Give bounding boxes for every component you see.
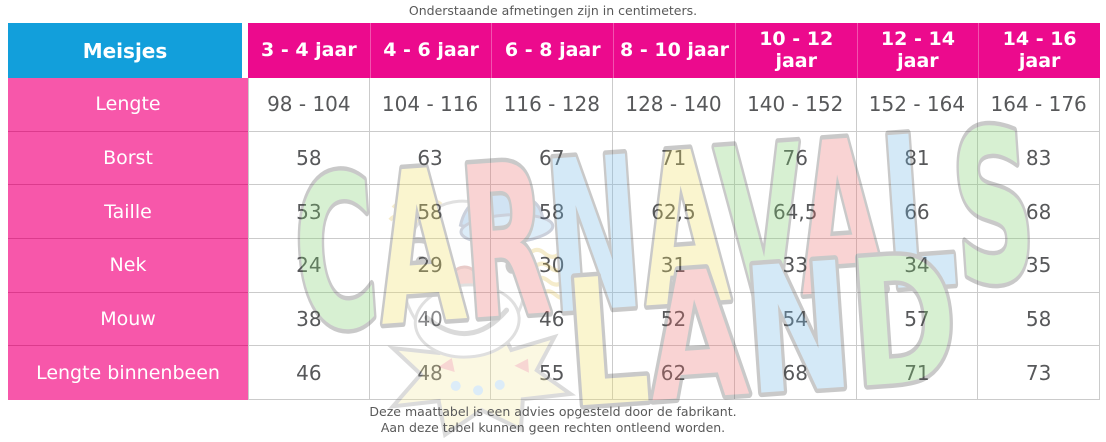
size-value-cell: 83 xyxy=(978,131,1100,186)
table-row: Nek 24 29 30 31 33 34 35 xyxy=(8,239,1100,293)
size-value-cell: 116 - 128 xyxy=(491,78,614,132)
disclaimer-line1: Deze maattabel is een advies opgesteld d… xyxy=(369,404,737,419)
age-column-header: 14 - 16 jaar xyxy=(978,23,1100,78)
row-label: Taille xyxy=(8,185,248,240)
disclaimer: Deze maattabel is een advies opgesteld d… xyxy=(0,404,1106,435)
age-column-header: 6 - 8 jaar xyxy=(491,23,614,78)
age-column-header: 12 - 14 jaar xyxy=(856,23,979,78)
disclaimer-line2: Aan deze tabel kunnen geen rechten ontle… xyxy=(380,419,726,435)
size-value-cell: 67 xyxy=(491,131,614,186)
age-column-header: 3 - 4 jaar xyxy=(248,23,370,78)
size-value-cell: 55 xyxy=(491,346,614,401)
size-value-cell: 62 xyxy=(613,346,735,401)
row-label: Lengte binnenbeen xyxy=(8,346,248,401)
size-value-cell: 57 xyxy=(856,292,979,347)
age-column-header: 10 - 12 jaar xyxy=(734,23,857,78)
size-value-cell: 58 xyxy=(978,292,1100,347)
size-value-cell: 66 xyxy=(856,185,979,240)
row-label: Lengte xyxy=(8,78,248,132)
size-value-cell: 71 xyxy=(856,346,979,401)
row-label: Mouw xyxy=(8,292,248,347)
size-value-cell: 62,5 xyxy=(613,185,735,240)
size-value-cell: 128 - 140 xyxy=(613,78,735,132)
size-value-cell: 46 xyxy=(248,346,370,401)
table-row: Taille 53 58 58 62,5 64,5 66 68 xyxy=(8,185,1100,240)
size-value-cell: 24 xyxy=(248,239,370,293)
size-value-cell: 64,5 xyxy=(734,185,857,240)
size-value-cell: 48 xyxy=(369,346,492,401)
size-value-cell: 81 xyxy=(856,131,979,186)
size-value-cell: 52 xyxy=(613,292,735,347)
size-value-cell: 35 xyxy=(978,239,1100,293)
table-body: Lengte 98 - 104 104 - 116 116 - 128 128 - 14… xyxy=(8,78,1100,401)
table-row: Lengte 98 - 104 104 - 116 116 - 128 128 - 14… xyxy=(8,78,1100,132)
row-label: Borst xyxy=(8,131,248,186)
size-value-cell: 104 - 116 xyxy=(369,78,492,132)
table-corner-meisjes: Meisjes xyxy=(8,23,242,78)
size-value-cell: 40 xyxy=(369,292,492,347)
size-value-cell: 76 xyxy=(734,131,857,186)
size-value-cell: 71 xyxy=(613,131,735,186)
size-value-cell: 140 - 152 xyxy=(734,78,857,132)
size-value-cell: 29 xyxy=(369,239,492,293)
size-value-cell: 58 xyxy=(248,131,370,186)
table-row: Borst 58 63 67 71 76 81 83 xyxy=(8,131,1100,186)
units-note: Onderstaande afmetingen zijn in centimet… xyxy=(408,3,698,18)
row-label: Nek xyxy=(8,239,248,293)
table-row: Mouw 38 40 46 52 54 57 58 xyxy=(8,292,1100,347)
size-value-cell: 68 xyxy=(734,346,857,401)
size-table: Meisjes 3 - 4 jaar 4 - 6 jaar 6 - 8 jaar 8 … xyxy=(8,23,1100,401)
size-value-cell: 68 xyxy=(978,185,1100,240)
size-value-cell: 63 xyxy=(369,131,492,186)
size-value-cell: 53 xyxy=(248,185,370,240)
age-column-header: 8 - 10 jaar xyxy=(613,23,735,78)
size-value-cell: 33 xyxy=(734,239,857,293)
size-value-cell: 34 xyxy=(856,239,979,293)
size-value-cell: 30 xyxy=(491,239,614,293)
size-value-cell: 58 xyxy=(369,185,492,240)
table-row: Lengte binnenbeen 46 48 55 62 68 71 73 xyxy=(8,346,1100,401)
size-value-cell: 54 xyxy=(734,292,857,347)
size-value-cell: 73 xyxy=(978,346,1100,401)
size-value-cell: 152 - 164 xyxy=(856,78,979,132)
age-column-header: 4 - 6 jaar xyxy=(369,23,492,78)
size-value-cell: 58 xyxy=(491,185,614,240)
size-value-cell: 98 - 104 xyxy=(248,78,370,132)
size-value-cell: 38 xyxy=(248,292,370,347)
table-header-row: Meisjes 3 - 4 jaar 4 - 6 jaar 6 - 8 jaar 8 … xyxy=(8,23,1100,78)
size-value-cell: 46 xyxy=(491,292,614,347)
size-value-cell: 31 xyxy=(613,239,735,293)
size-value-cell: 164 - 176 xyxy=(978,78,1100,132)
